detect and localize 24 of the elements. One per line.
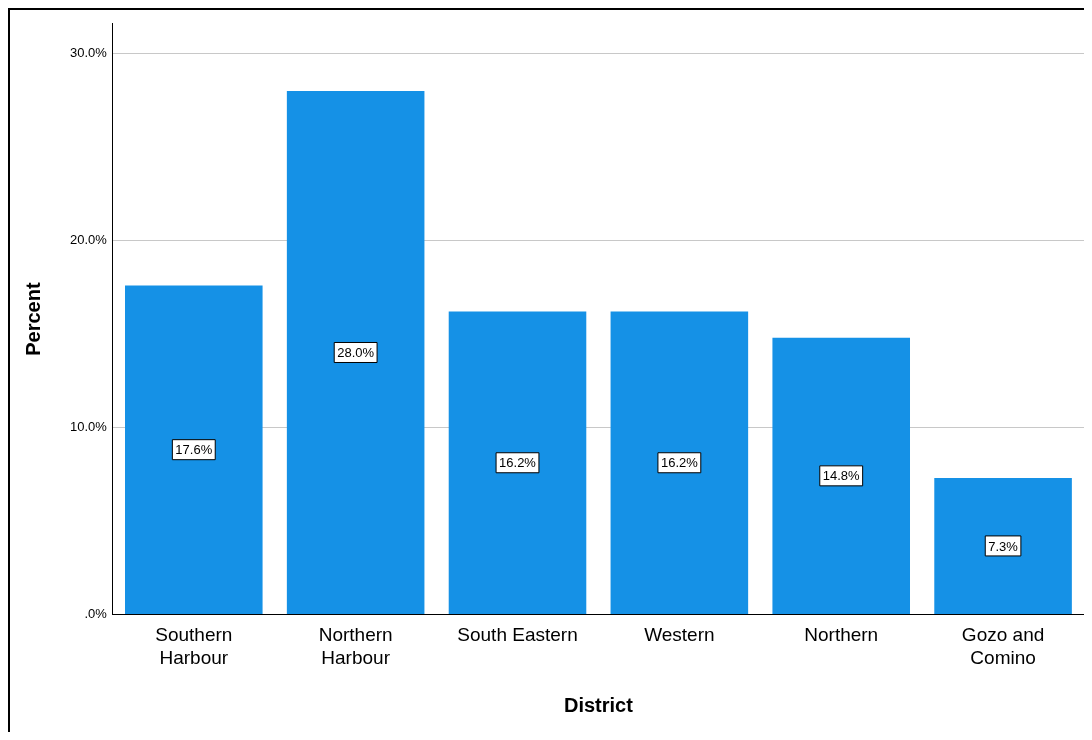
bar bbox=[125, 285, 263, 614]
bar bbox=[448, 311, 587, 614]
x-tick-label: Northern Harbour bbox=[318, 624, 393, 668]
bar bbox=[772, 337, 910, 614]
bar bbox=[610, 311, 749, 614]
y-axis-title: Percent bbox=[21, 282, 44, 356]
bar bbox=[286, 91, 425, 614]
y-tick-label: 10.0% bbox=[69, 419, 108, 435]
data-label: 28.0% bbox=[337, 345, 375, 361]
y-tick-label: .0% bbox=[84, 605, 108, 621]
data-label: 17.6% bbox=[175, 442, 213, 458]
data-label: 14.8% bbox=[822, 468, 861, 484]
x-tick-label: Western bbox=[644, 624, 715, 646]
data-label: 16.2% bbox=[660, 455, 699, 471]
x-tick-label: South Eastern bbox=[457, 624, 578, 646]
x-tick-label: Northern bbox=[804, 624, 879, 646]
data-label: 16.2% bbox=[499, 455, 537, 471]
y-tick-label: 30.0% bbox=[69, 45, 108, 61]
data-label: 7.3% bbox=[988, 538, 1019, 554]
x-tick-label: Gozo and Comino bbox=[961, 624, 1045, 668]
x-tick-label: Southern Harbour bbox=[155, 624, 233, 668]
bar bbox=[934, 477, 1072, 614]
y-tick-label: 20.0% bbox=[69, 232, 108, 248]
x-axis-title: District bbox=[563, 693, 634, 716]
